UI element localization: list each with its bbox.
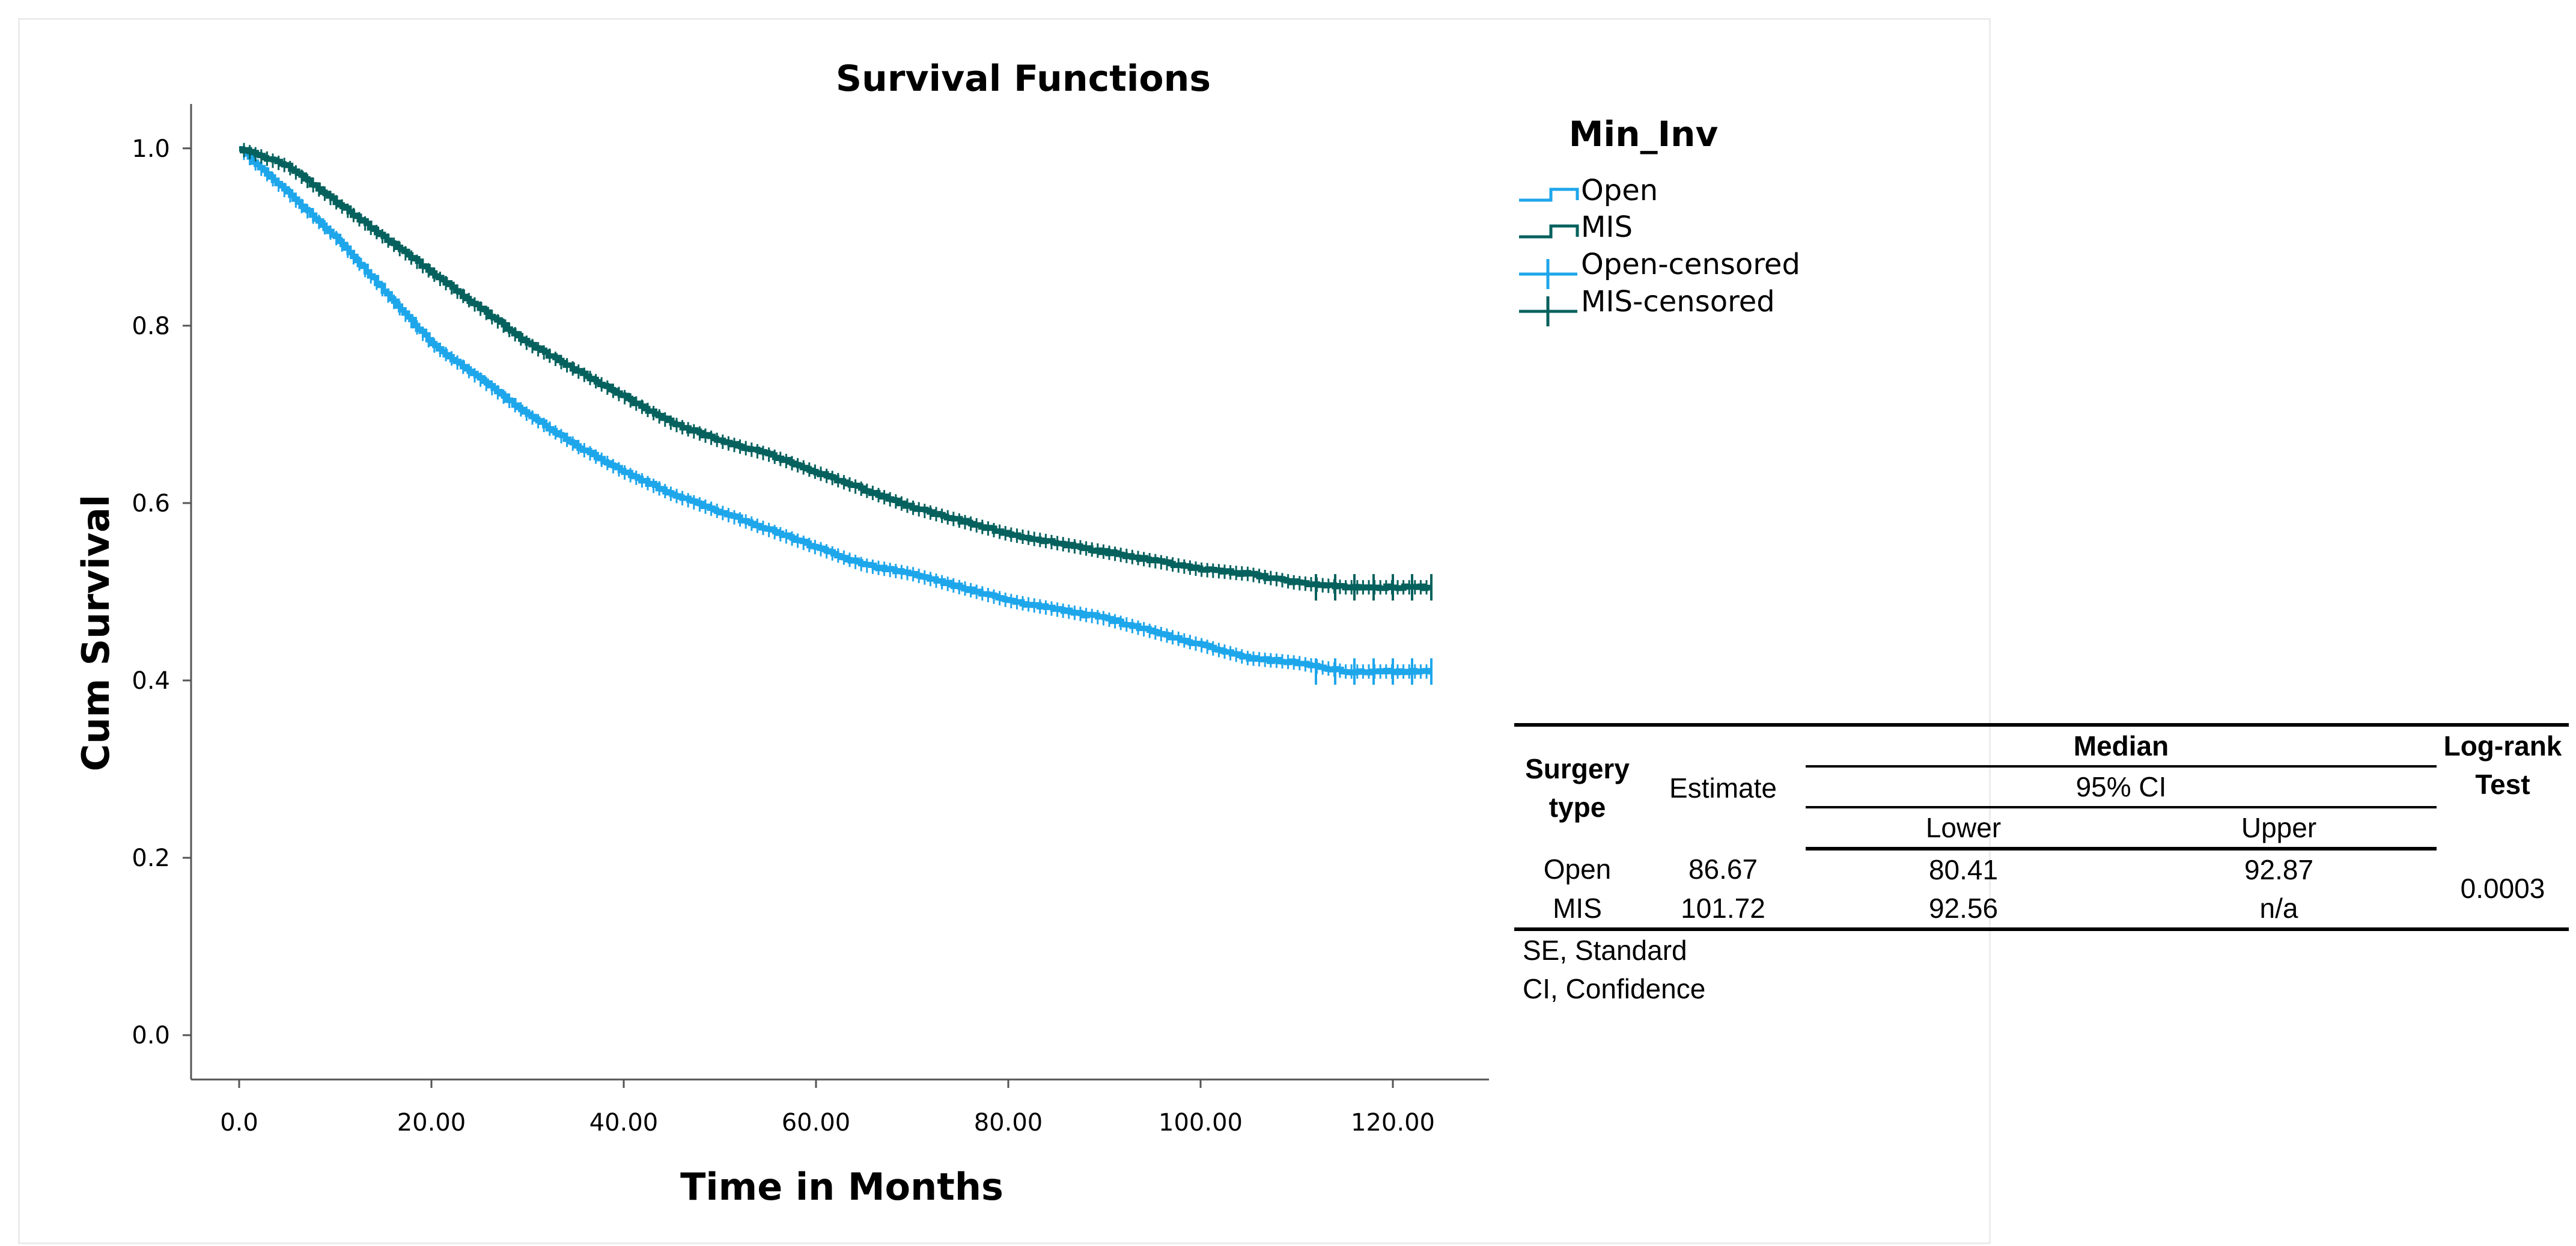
header-estimate: Estimate <box>1640 723 1806 849</box>
x-axis-label: Time in Months <box>680 1165 1003 1209</box>
legend-open-step-icon <box>1519 188 1579 202</box>
legend: Min_Inv Open MIS Open-censored MIS-censo… <box>1519 114 1800 326</box>
km-curve-open <box>239 146 1431 676</box>
legend-item-open-censored: Open-censored <box>1519 248 1800 289</box>
header-surgery-type: Surgery type <box>1514 723 1640 849</box>
chart-panel: Survival Functions Cum Survival Time in … <box>18 18 1991 1244</box>
y-tick-label: 0.8 <box>132 313 170 340</box>
cell-log-rank-p: 0.0003 <box>2437 849 2569 931</box>
table-row: Open 86.67 80.41 92.87 0.0003 <box>1514 849 2569 931</box>
chart-title: Survival Functions <box>836 58 1211 100</box>
header-upper: Upper <box>2121 807 2437 851</box>
survival-chart: Survival Functions Cum Survival Time in … <box>74 58 1800 1209</box>
x-tick-label: 40.00 <box>589 1109 659 1137</box>
cell-lower: 92.56 <box>1806 889 2121 931</box>
x-tick-label: 0.0 <box>220 1109 258 1137</box>
cell-lower: 80.41 <box>1928 854 1999 885</box>
km-curve-mis <box>239 146 1431 591</box>
legend-mis-censored-icon <box>1519 296 1577 326</box>
header-lower: Lower <box>1806 807 2121 851</box>
cell-upper: 92.87 <box>2244 854 2314 885</box>
cell-estimate: 86.67 <box>1688 853 1758 885</box>
cell-estimate: 101.72 <box>1640 889 1806 931</box>
cell-surgery-type: MIS <box>1514 889 1640 931</box>
survival-curves <box>239 142 1433 685</box>
y-tick-label: 0.6 <box>132 490 170 518</box>
header-95-ci: 95% CI <box>1806 766 2437 808</box>
y-tick-label: 0.2 <box>132 844 170 872</box>
cell-upper: n/a <box>2121 889 2437 931</box>
legend-item-mis-censored: MIS-censored <box>1519 285 1775 326</box>
legend-label-mis-censored: MIS-censored <box>1581 285 1775 319</box>
y-axis-label: Cum Survival <box>74 495 118 771</box>
table-row: MIS 101.72 92.56 n/a <box>1514 889 2569 931</box>
cell-surgery-type: Open <box>1543 853 1612 885</box>
censored-marks-mis <box>1315 574 1433 601</box>
x-tick-label: 120.00 <box>1351 1109 1435 1137</box>
censored-marks-open <box>1315 658 1433 685</box>
y-tick-label: 1.0 <box>132 135 170 163</box>
censor-ticks-mis <box>243 142 1428 595</box>
x-tick-label: 20.00 <box>397 1109 466 1137</box>
legend-label-open: Open <box>1581 174 1658 207</box>
censor-ticks-open <box>243 145 1428 679</box>
axis-ticks: 0.0 20.00 40.00 60.00 80.00 100.00 120.00 0.0 0.… <box>132 135 1435 1137</box>
y-tick-label: 0.0 <box>132 1022 170 1049</box>
x-tick-label: 60.00 <box>782 1109 851 1137</box>
legend-title: Min_Inv <box>1569 114 1719 154</box>
legend-item-open: Open <box>1519 174 1658 207</box>
median-survival-table: Surgery type Estimate Median Log-rank Te… <box>1514 723 2569 1008</box>
footnote-se: SE, Standard <box>1523 935 1687 966</box>
legend-label-open-censored: Open-censored <box>1581 248 1800 281</box>
legend-item-mis: MIS <box>1519 210 1633 244</box>
header-median: Median <box>1806 723 2437 768</box>
x-tick-label: 100.00 <box>1159 1109 1243 1137</box>
legend-mis-step-icon <box>1519 224 1579 239</box>
footnote-ci: CI, Confidence <box>1523 973 1706 1004</box>
header-log-rank: Log-rank Test <box>2437 723 2569 849</box>
x-tick-label: 80.00 <box>974 1109 1043 1137</box>
legend-label-mis: MIS <box>1581 210 1633 244</box>
y-tick-label: 0.4 <box>132 667 170 695</box>
legend-open-censored-icon <box>1519 259 1577 289</box>
